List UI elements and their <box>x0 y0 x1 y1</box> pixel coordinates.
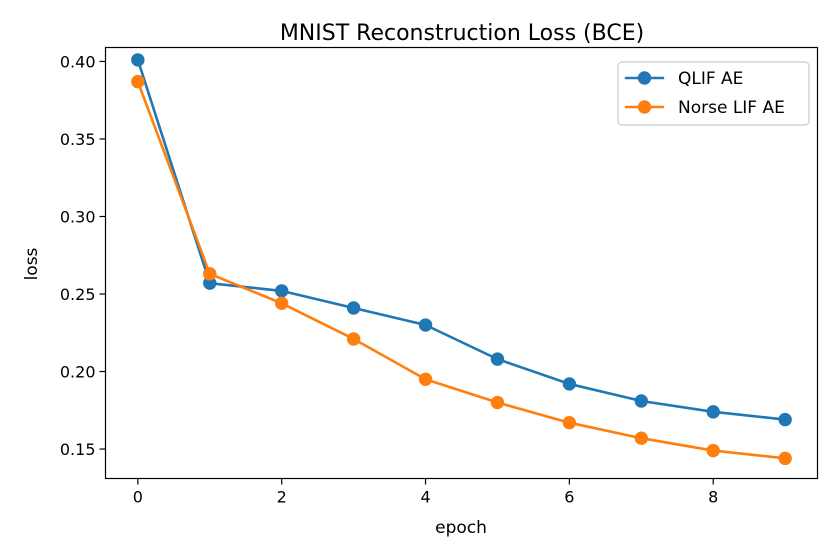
data-point <box>562 415 577 430</box>
data-point <box>346 301 361 315</box>
plot-area <box>104 46 819 480</box>
data-point <box>418 372 433 386</box>
y-tick-label: 0.25 <box>60 285 96 304</box>
data-point <box>778 412 792 427</box>
y-axis-label: loss <box>22 247 42 280</box>
legend-box <box>617 61 810 126</box>
x-tick-label: 6 <box>564 488 574 507</box>
data-point <box>275 296 289 311</box>
legend-marker <box>637 100 652 114</box>
y-tick-label: 0.35 <box>60 130 96 149</box>
data-point <box>490 395 505 410</box>
legend: QLIF AE Norse LIF AE <box>617 61 810 126</box>
series-line <box>136 80 787 460</box>
y-tick-label: 0.20 <box>60 363 96 382</box>
legend-marker <box>637 71 652 85</box>
series-qlif-ae <box>131 53 792 427</box>
chart-title: MNIST Reconstruction Loss (BCE) <box>280 21 644 46</box>
legend-label: Norse LIF AE <box>678 98 785 118</box>
x-axis: 0 2 4 6 8 <box>133 478 718 507</box>
data-point <box>562 377 577 391</box>
data-point <box>346 332 361 346</box>
data-point <box>131 53 145 67</box>
data-point <box>634 431 648 445</box>
x-axis-label: epoch <box>435 518 487 538</box>
data-point <box>706 443 720 458</box>
series-norse-lif-ae <box>131 74 792 466</box>
x-tick-label: 0 <box>133 488 143 507</box>
data-point <box>490 352 505 366</box>
x-tick-label: 4 <box>420 488 430 507</box>
data-point <box>634 394 648 408</box>
y-tick-label: 0.40 <box>60 52 96 71</box>
data-point <box>706 405 720 419</box>
series-line <box>136 58 787 421</box>
series-group <box>131 53 792 466</box>
y-tick-label: 0.15 <box>60 440 96 459</box>
x-tick-label: 2 <box>277 488 287 507</box>
legend-label: QLIF AE <box>678 69 743 89</box>
data-point <box>131 74 145 89</box>
data-point <box>203 267 217 281</box>
data-point <box>275 284 289 298</box>
y-tick-label: 0.30 <box>60 207 96 226</box>
data-point <box>418 318 433 332</box>
data-point <box>778 451 792 466</box>
y-axis: 0.15 0.20 0.25 0.30 0.35 0.40 <box>60 52 106 459</box>
x-tick-label: 8 <box>708 488 718 507</box>
plot-frame <box>104 46 819 480</box>
